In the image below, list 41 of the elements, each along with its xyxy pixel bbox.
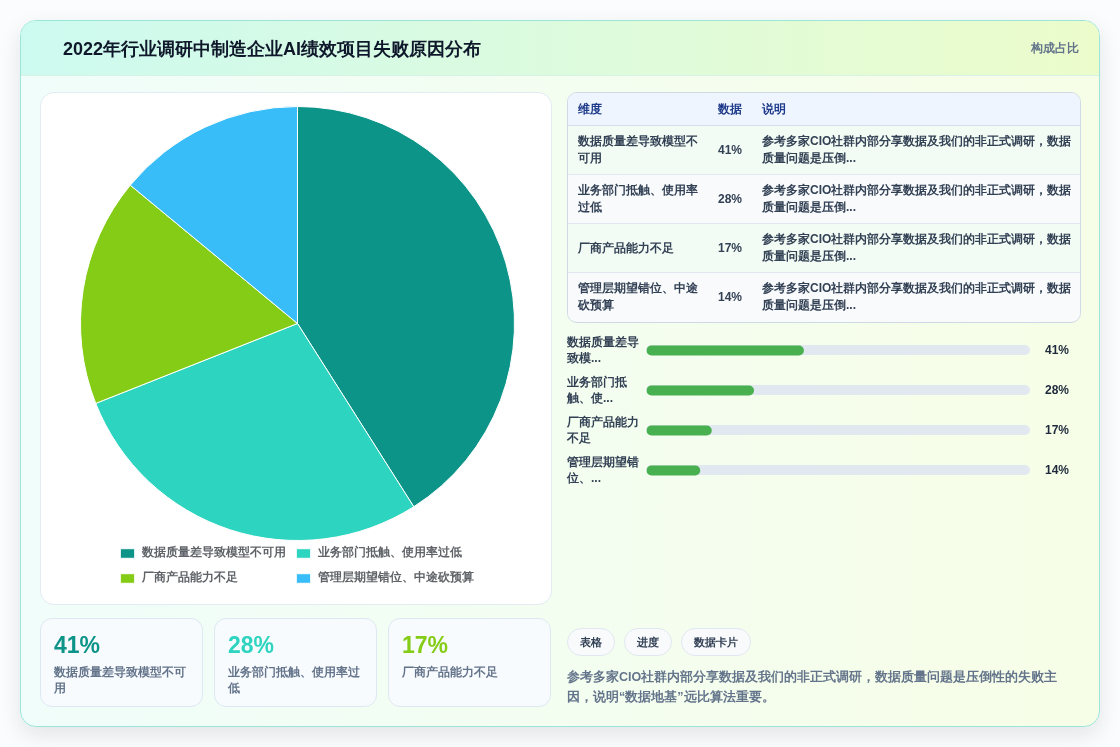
y-tick-label: 管理层期望错位、... bbox=[567, 454, 640, 486]
bar bbox=[646, 385, 755, 396]
y-tick-label: 业务部门抵触、使... bbox=[567, 374, 628, 406]
text: 表格 bbox=[567, 628, 615, 656]
data-label: 17% bbox=[718, 223, 762, 273]
data-label: 17% bbox=[402, 631, 449, 659]
text: 参考多家CIO社群内部分享数据及我们的非正式调研，数据质量问题是压倒... bbox=[762, 125, 1080, 175]
data-label: 14% bbox=[1045, 463, 1070, 477]
text: 参考多家CIO社群内部分享数据及我们的非正式调研，数据质量问题是压倒性的失败主因，说明“数据地基”远比算法重要。 bbox=[567, 668, 1059, 706]
data-label: 28% bbox=[1045, 383, 1070, 397]
text: 进度 bbox=[624, 628, 672, 656]
legend-label: 管理层期望错位、中途砍预算 bbox=[318, 569, 474, 586]
category-label: 业务部门抵触、使用率过低 bbox=[228, 664, 361, 696]
category-label: 数据质量差导致模型不可用 bbox=[54, 664, 187, 696]
data-label: 41% bbox=[1045, 343, 1070, 357]
data-label: 41% bbox=[718, 125, 762, 175]
text: 数据卡片 bbox=[681, 628, 751, 656]
legend-label: 数据质量差导致模型不可用 bbox=[142, 544, 286, 561]
text: 维度 bbox=[568, 93, 718, 126]
category-label: 业务部门抵触、使用率过低 bbox=[568, 174, 718, 224]
text: 参考多家CIO社群内部分享数据及我们的非正式调研，数据质量问题是压倒... bbox=[762, 223, 1080, 273]
text: 说明 bbox=[762, 93, 1080, 126]
text: 参考多家CIO社群内部分享数据及我们的非正式调研，数据质量问题是压倒... bbox=[762, 174, 1080, 224]
legend-label: 业务部门抵触、使用率过低 bbox=[318, 544, 462, 561]
y-tick-label: 数据质量差导致模... bbox=[567, 334, 640, 366]
text: 数据 bbox=[718, 93, 762, 126]
bar bbox=[646, 465, 701, 476]
data-label: 41% bbox=[54, 631, 101, 659]
text: 构成占比 bbox=[1031, 40, 1079, 56]
bar bbox=[646, 425, 712, 436]
data-label: 28% bbox=[718, 174, 762, 224]
category-label: 数据质量差导致模型不可用 bbox=[568, 125, 718, 175]
data-label: 28% bbox=[228, 631, 275, 659]
data-label: 17% bbox=[1045, 423, 1070, 437]
chart-title: 2022年行业调研中制造企业AI绩效项目失败原因分布 bbox=[63, 38, 482, 61]
category-label: 管理层期望错位、中途砍预算 bbox=[568, 272, 718, 321]
data-label: 14% bbox=[718, 272, 762, 321]
y-tick-label: 厂商产品能力不足 bbox=[567, 414, 640, 446]
legend-label: 厂商产品能力不足 bbox=[142, 569, 238, 586]
text: 参考多家CIO社群内部分享数据及我们的非正式调研，数据质量问题是压倒... bbox=[762, 272, 1080, 321]
category-label: 厂商产品能力不足 bbox=[402, 664, 499, 680]
